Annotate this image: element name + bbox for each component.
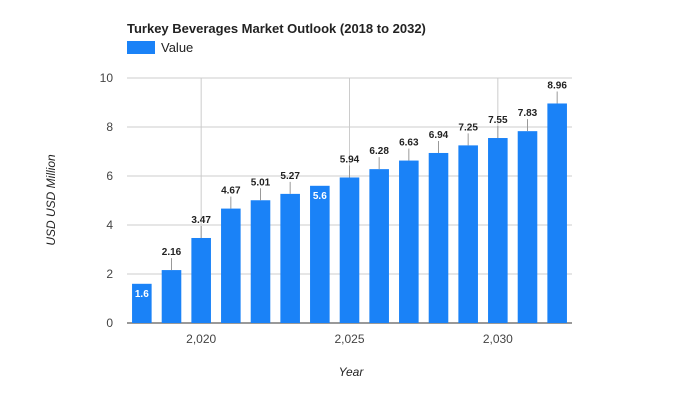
data-label: 1.6 — [135, 289, 149, 300]
data-label: 5.27 — [280, 171, 300, 182]
bar — [547, 103, 567, 323]
legend-swatch — [127, 41, 155, 54]
data-label: 8.96 — [547, 80, 567, 91]
x-axis-ticks: 2,020 2,025 2,030 — [186, 332, 513, 346]
data-label: 4.67 — [221, 186, 241, 197]
legend: Value — [127, 40, 193, 55]
data-label: 5.6 — [313, 191, 327, 202]
bar — [399, 160, 419, 323]
data-label: 6.63 — [399, 138, 419, 149]
bar — [161, 270, 182, 323]
data-label: 6.94 — [429, 130, 449, 141]
bar — [369, 169, 389, 323]
x-tick-label: 2,025 — [334, 332, 364, 346]
x-tick-label: 2,020 — [186, 332, 216, 346]
data-label: 5.94 — [340, 154, 360, 165]
x-axis-title: Year — [339, 365, 365, 379]
bar — [221, 208, 241, 323]
data-label: 3.47 — [191, 215, 211, 226]
data-label: 2.16 — [162, 247, 182, 258]
bar — [458, 145, 478, 323]
bar — [339, 177, 360, 323]
data-label: 7.55 — [488, 115, 508, 126]
data-label: 6.28 — [369, 146, 389, 157]
y-tick-label: 4 — [106, 218, 113, 232]
bar — [310, 185, 330, 323]
bar — [250, 200, 271, 323]
data-label: 7.25 — [458, 122, 478, 133]
chart-title: Turkey Beverages Market Outlook (2018 to… — [127, 21, 426, 36]
bar — [488, 138, 508, 323]
y-tick-label: 10 — [100, 71, 114, 85]
data-labels: 1.6 2.16 3.47 4.67 5.01 5.27 5.6 5.94 6.28 6.63 6.… — [135, 80, 567, 299]
y-tick-label: 6 — [106, 169, 113, 183]
y-tick-label: 8 — [106, 120, 113, 134]
legend-label: Value — [161, 40, 193, 55]
y-axis-title: USD USD Million — [44, 154, 58, 246]
bar — [132, 283, 152, 323]
data-label: 7.83 — [518, 108, 538, 119]
y-axis-ticks: 0 2 4 6 8 10 — [100, 71, 114, 330]
data-label: 5.01 — [251, 177, 271, 188]
bar — [191, 237, 211, 323]
bar — [280, 193, 300, 323]
bars — [132, 103, 567, 323]
y-tick-label: 0 — [106, 316, 113, 330]
bar — [517, 131, 538, 323]
x-tick-label: 2,030 — [483, 332, 513, 346]
bar — [428, 152, 449, 323]
y-tick-label: 2 — [106, 267, 113, 281]
